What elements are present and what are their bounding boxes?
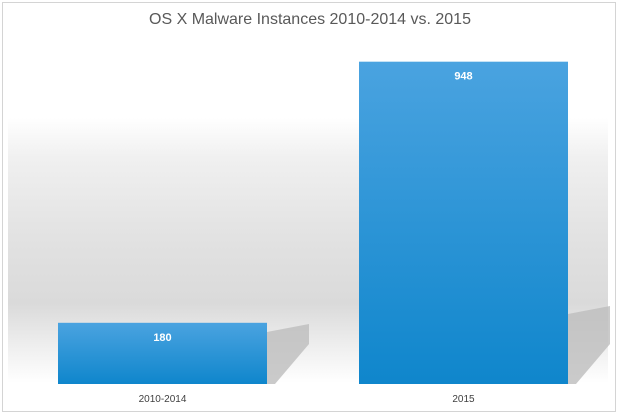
bar-2015 <box>359 61 568 385</box>
bar-shadow <box>568 306 610 384</box>
x-tick-label: 2010-2014 <box>139 394 187 405</box>
data-label: 180 <box>153 332 171 344</box>
chart-border <box>2 2 616 412</box>
x-tick-label: 2015 <box>452 394 475 405</box>
data-label: 948 <box>454 71 472 83</box>
bar-2010-2014 <box>58 322 267 384</box>
bar-shadow <box>267 323 309 384</box>
chart-title: OS X Malware Instances 2010-2014 vs. 201… <box>149 11 471 28</box>
